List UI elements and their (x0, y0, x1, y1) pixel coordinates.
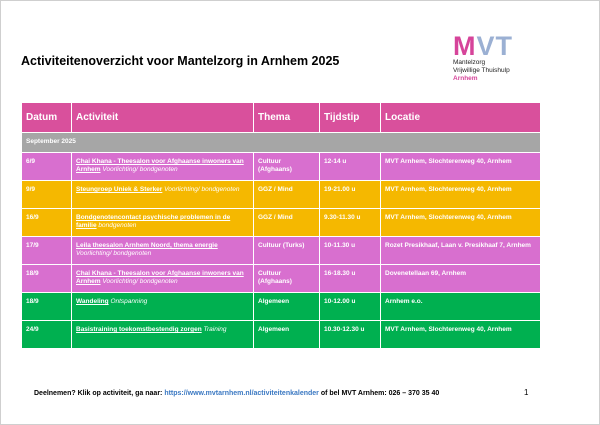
activity-cell[interactable]: Chai Khana - Theesalon voor Afghaanse in… (72, 265, 253, 292)
logo-mark: MVT (453, 31, 563, 61)
activity-category: Voorlichting/ bondgenoten (76, 250, 152, 257)
activity-cell[interactable]: Chai Khana - Theesalon voor Afghaanse in… (72, 153, 253, 180)
header-tijdstip: Tijdstip (320, 103, 380, 132)
theme-cell: Cultuur (Turks) (254, 237, 319, 264)
activity-link[interactable]: Basistraining toekomstbestendig zorgen (76, 326, 202, 333)
activity-category: Ontspanning (110, 298, 148, 305)
mvt-logo: MVT Mantelzorg Vrijwillige Thuishulp Arn… (453, 33, 563, 83)
theme-cell: GGZ / Mind (254, 209, 319, 236)
footer-suffix: of bel MVT Arnhem: 026 – 370 35 40 (318, 390, 440, 397)
location-cell: Rozet Presikhaaf, Laan v. Presikhaaf 7, … (381, 237, 540, 264)
header-datum: Datum (22, 103, 71, 132)
time-cell: 19-21.00 u (320, 181, 380, 208)
location-cell: Dovenetellaan 69, Arnhem (381, 265, 540, 292)
logo-line-arnhem: Arnhem (453, 75, 478, 82)
location-cell: MVT Arnhem, Slochterenweg 40, Arnhem (381, 321, 540, 348)
theme-cell: Cultuur (Afghaans) (254, 265, 319, 292)
activity-category: Voorlichting/ bondgenoten (102, 166, 178, 173)
table-header-row: Datum Activiteit Thema Tijdstip Locatie (22, 103, 540, 132)
activity-link[interactable]: Chai Khana - Theesalon voor Afghaanse in… (76, 270, 244, 285)
table-row: 6/9 Chai Khana - Theesalon voor Afghaanse… (22, 153, 540, 180)
page-title: Activiteitenoverzicht voor Mantelzorg in… (21, 54, 340, 68)
theme-cell: GGZ / Mind (254, 181, 319, 208)
activity-link[interactable]: Wandeling (76, 298, 109, 305)
activity-cell[interactable]: Leila theesalon Arnhem Noord, thema ener… (72, 237, 253, 264)
logo-line-vrijwillige: Vrijwillige Thuishulp (453, 67, 510, 74)
time-cell: 16-18.30 u (320, 265, 380, 292)
footer-text: Deelnemen? Klik op activiteit, ga naar: … (34, 390, 439, 397)
location-cell: MVT Arnhem, Slochterenweg 40, Arnhem (381, 181, 540, 208)
activity-cell[interactable]: Bondgenotencontact psychische problemen … (72, 209, 253, 236)
footer-prefix: Deelnemen? Klik op activiteit, ga naar: (34, 390, 165, 397)
activity-link[interactable]: Bondgenotencontact psychische problemen … (76, 214, 231, 229)
date-cell: 18/9 (22, 265, 71, 292)
location-cell: Arnhem e.o. (381, 293, 540, 320)
date-cell: 24/9 (22, 321, 71, 348)
time-cell: 10-11.30 u (320, 237, 380, 264)
table-row: 9/9 Steungroep Uniek & Sterker Voorlichti… (22, 181, 540, 208)
date-cell: 6/9 (22, 153, 71, 180)
theme-cell: Algemeen (254, 321, 319, 348)
activity-category: Voorlichting/ bondgenoten (164, 186, 240, 193)
table-row: 16/9 Bondgenotencontact psychische proble… (22, 209, 540, 236)
table-row: 24/9 Basistraining toekomstbestendig zorg… (22, 321, 540, 348)
page-number: 1 (524, 388, 529, 397)
theme-cell: Cultuur (Afghaans) (254, 153, 319, 180)
activity-cell[interactable]: Steungroep Uniek & Sterker Voorlichting/… (72, 181, 253, 208)
date-cell: 18/9 (22, 293, 71, 320)
activity-link[interactable]: Steungroep Uniek & Sterker (76, 186, 163, 193)
time-cell: 9.30-11.30 u (320, 209, 380, 236)
logo-line-mantelzorg: Mantelzorg (453, 59, 486, 66)
table-row: 18/9 Chai Khana - Theesalon voor Afghaans… (22, 265, 540, 292)
header-thema: Thema (254, 103, 319, 132)
logo-letter-m: M (453, 31, 477, 61)
header-activiteit: Activiteit (72, 103, 253, 132)
activity-cell[interactable]: Basistraining toekomstbestendig zorgen T… (72, 321, 253, 348)
activity-cell[interactable]: Wandeling Ontspanning (72, 293, 253, 320)
theme-cell: Algemeen (254, 293, 319, 320)
activity-link[interactable]: Leila theesalon Arnhem Noord, thema ener… (76, 242, 218, 249)
footer-calendar-link[interactable]: https://www.mvtarnhem.nl/activiteitenkal… (164, 390, 319, 397)
table-row: 18/9 Wandeling Ontspanning Algemeen 10-12.0… (22, 293, 540, 320)
month-row: September 2025 (22, 133, 540, 152)
table-row: 17/9 Leila theesalon Arnhem Noord, thema … (22, 237, 540, 264)
time-cell: 10.30-12.30 u (320, 321, 380, 348)
header-locatie: Locatie (381, 103, 540, 132)
activity-table: Datum Activiteit Thema Tijdstip Locatie … (21, 102, 541, 349)
location-cell: MVT Arnhem, Slochterenweg 40, Arnhem (381, 153, 540, 180)
logo-letters-vt: VT (476, 31, 514, 61)
time-cell: 10-12.00 u (320, 293, 380, 320)
activity-category: bondgenoten (98, 222, 137, 229)
date-cell: 16/9 (22, 209, 71, 236)
date-cell: 17/9 (22, 237, 71, 264)
activity-category: Training (203, 326, 227, 333)
activity-category: Voorlichting/ bondgenoten (102, 278, 178, 285)
time-cell: 12-14 u (320, 153, 380, 180)
activity-link[interactable]: Chai Khana - Theesalon voor Afghaanse in… (76, 158, 244, 173)
date-cell: 9/9 (22, 181, 71, 208)
location-cell: MVT Arnhem, Slochterenweg 40, Arnhem (381, 209, 540, 236)
month-label: September 2025 (22, 133, 540, 152)
